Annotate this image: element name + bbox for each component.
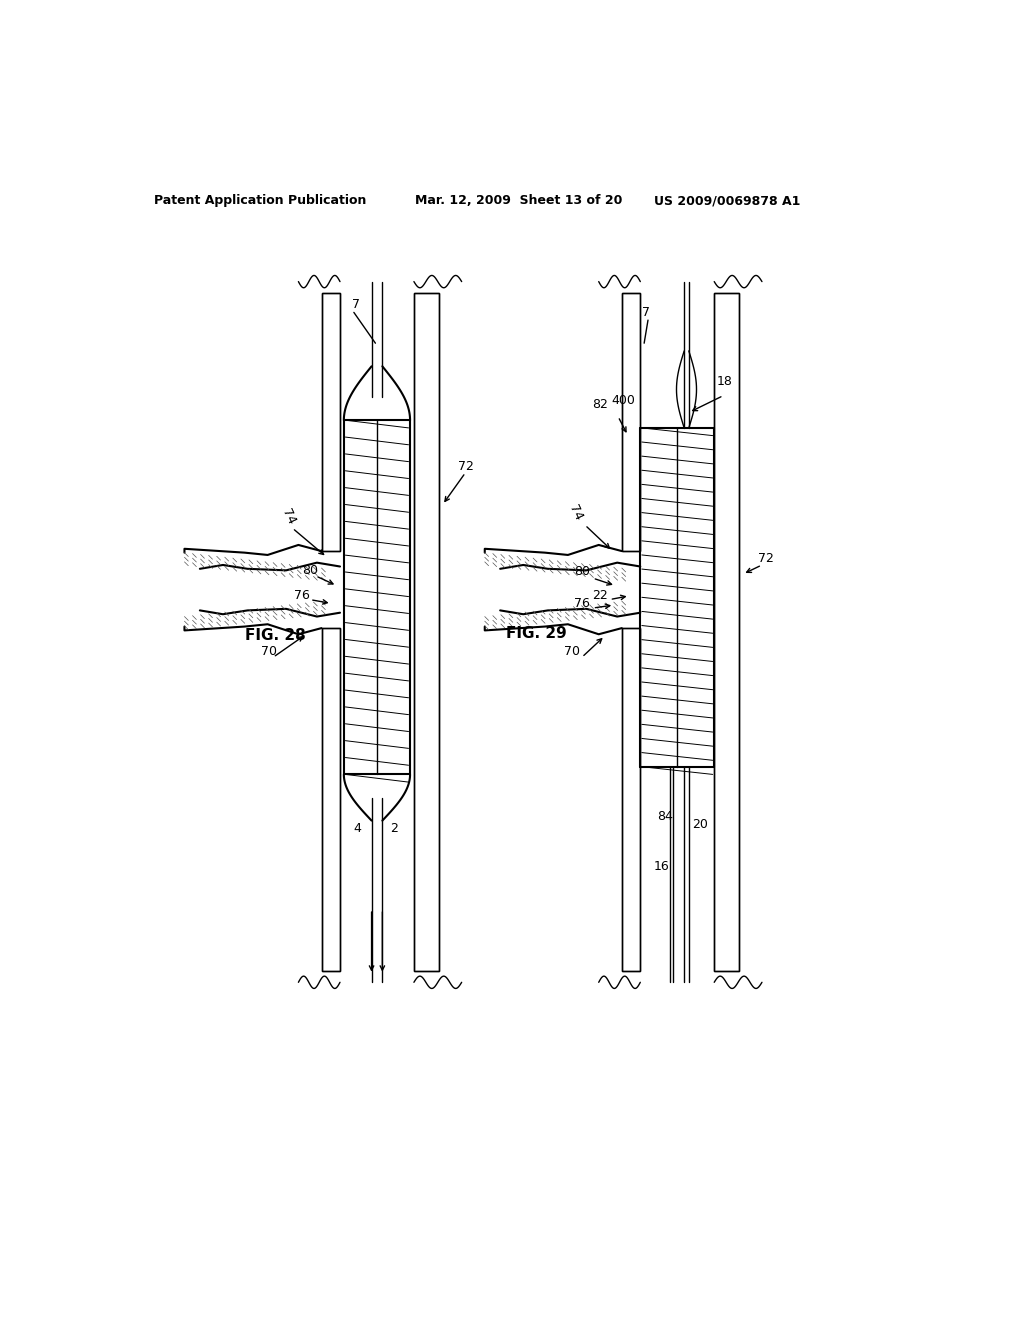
Text: 400: 400 bbox=[611, 395, 635, 408]
Text: 74: 74 bbox=[280, 507, 298, 527]
Text: 4: 4 bbox=[353, 822, 361, 834]
Text: FIG. 29: FIG. 29 bbox=[506, 626, 567, 642]
Text: 84: 84 bbox=[657, 810, 673, 824]
Bar bbox=[622, 293, 640, 552]
Text: 72: 72 bbox=[458, 459, 473, 473]
Text: FIG. 28: FIG. 28 bbox=[245, 628, 305, 643]
Text: 82: 82 bbox=[592, 399, 608, 412]
Bar bbox=[714, 293, 739, 970]
Text: 72: 72 bbox=[758, 552, 774, 565]
Text: 76: 76 bbox=[573, 597, 590, 610]
Text: 18: 18 bbox=[717, 375, 733, 388]
Bar bbox=[414, 293, 438, 970]
Text: 16: 16 bbox=[654, 861, 670, 874]
Bar bbox=[414, 293, 438, 970]
Bar bbox=[322, 628, 340, 970]
Text: 70: 70 bbox=[564, 644, 580, 657]
Bar bbox=[622, 628, 640, 970]
Text: 80: 80 bbox=[573, 565, 590, 578]
Bar bbox=[622, 628, 640, 970]
Bar bbox=[622, 293, 640, 552]
Bar bbox=[622, 628, 640, 970]
Text: 20: 20 bbox=[692, 818, 709, 832]
Text: US 2009/0069878 A1: US 2009/0069878 A1 bbox=[654, 194, 801, 207]
Text: 76: 76 bbox=[294, 589, 310, 602]
Bar bbox=[714, 293, 739, 970]
Bar bbox=[322, 293, 340, 552]
Text: 22: 22 bbox=[593, 589, 608, 602]
Bar bbox=[322, 293, 340, 552]
Text: 70: 70 bbox=[261, 644, 278, 657]
Bar bbox=[714, 293, 739, 970]
Bar bbox=[414, 293, 438, 970]
Text: 7: 7 bbox=[642, 306, 650, 319]
Bar bbox=[622, 293, 640, 552]
Text: 74: 74 bbox=[566, 503, 585, 523]
Bar bbox=[322, 293, 340, 552]
Text: Mar. 12, 2009  Sheet 13 of 20: Mar. 12, 2009 Sheet 13 of 20 bbox=[416, 194, 623, 207]
Text: 7: 7 bbox=[352, 298, 360, 312]
Text: Patent Application Publication: Patent Application Publication bbox=[154, 194, 366, 207]
Bar bbox=[322, 628, 340, 970]
Text: 2: 2 bbox=[390, 822, 398, 834]
Text: 80: 80 bbox=[302, 564, 318, 577]
Bar bbox=[322, 628, 340, 970]
